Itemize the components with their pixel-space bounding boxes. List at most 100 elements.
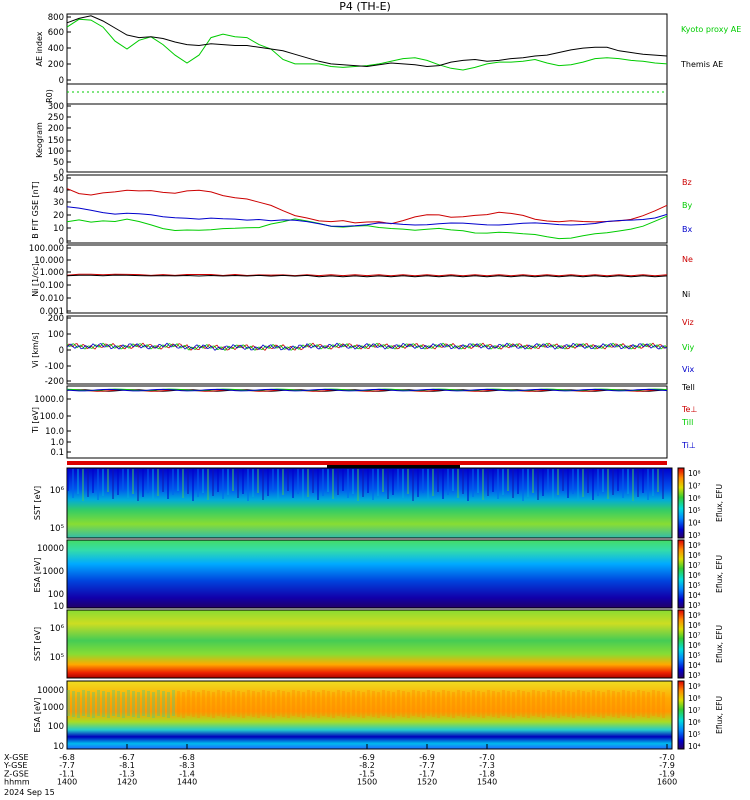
legend-kyoto-ae: Kyoto proxy AE <box>681 25 741 34</box>
spectrogram-streak <box>147 469 149 493</box>
density-series-line <box>66 274 668 278</box>
spectrogram-streak <box>382 469 384 492</box>
panel-keogram-frame <box>66 103 668 173</box>
spectrogram-y-tick: 1000 <box>42 567 64 577</box>
colorbar-tick: 10⁴ <box>688 661 701 670</box>
spectrogram-streak <box>87 469 89 497</box>
spectrogram-streak <box>462 691 465 717</box>
spectrogram-y-tick: 10 <box>53 742 64 752</box>
spectrogram-streak <box>332 469 334 499</box>
x-row-value: -6.7 <box>119 753 135 762</box>
x-row-label: hhmm <box>4 778 30 787</box>
spectrogram-streak <box>132 691 135 717</box>
spectrogram-streak <box>412 690 415 716</box>
x-row-value: 1400 <box>57 778 77 787</box>
legend-temperature: Till <box>681 418 693 427</box>
spectrogram-streak <box>177 691 180 717</box>
colorbar-tick: 10⁵ <box>688 730 701 739</box>
y-tick-label: 30 <box>53 198 64 208</box>
spectrogram-streak <box>217 690 220 716</box>
spectrogram-streak <box>232 469 234 491</box>
spectrogram-streak <box>507 691 510 717</box>
spectrogram-streak <box>497 469 499 499</box>
x-row-value: -1.7 <box>419 769 435 778</box>
legend-density: Ne <box>682 255 693 264</box>
legend-themis-ae: Themis AE <box>680 60 723 69</box>
colorbar-tick: 10⁸ <box>688 694 701 703</box>
page-title: P4 (TH-E) <box>339 0 391 13</box>
y-tick-label: 200 <box>48 314 64 324</box>
spectrogram-streak <box>312 691 315 717</box>
spectrogram-y-tick: 100 <box>48 722 64 732</box>
spectrogram-streak <box>287 469 289 491</box>
spectrogram-streak <box>657 691 660 717</box>
spectrogram-y-tick: 10⁵ <box>50 653 64 663</box>
y-tick-label: 0.100 <box>40 281 64 291</box>
spectrogram-streak <box>547 690 550 716</box>
spectrogram-streak <box>187 469 189 494</box>
x-row-value: -6.9 <box>419 753 435 762</box>
spectrogram-streak <box>367 469 369 493</box>
colorbar-tick: 10⁵ <box>688 581 701 590</box>
temperature-series-line <box>66 388 668 392</box>
spectrogram-streak <box>487 469 489 496</box>
spectrogram-streak <box>642 469 644 493</box>
spectrogram-streak <box>232 690 235 716</box>
spectrogram-streak <box>467 469 469 501</box>
spectrogram-streak <box>207 691 210 717</box>
spectrogram-streak <box>632 469 634 501</box>
spectrogram-streak <box>592 690 595 716</box>
colorbar-title: Eflux, EFU <box>715 484 724 522</box>
legend-temperature: Tell <box>681 383 695 392</box>
spectrogram-streak <box>362 692 365 718</box>
spectrogram-streak <box>652 690 655 716</box>
spectrogram-streak <box>577 690 580 716</box>
legend-b-component: Bz <box>682 178 692 187</box>
spectrogram-streak <box>527 692 530 718</box>
spectrogram-streak <box>512 692 515 718</box>
legend-b-component: Bx <box>682 225 692 234</box>
x-row-value: 1500 <box>357 778 377 787</box>
x-row-value: -1.4 <box>179 769 195 778</box>
spectrogram-streak <box>117 469 119 495</box>
spectrogram-y-tick: 10⁶ <box>50 486 65 496</box>
spectrogram-streak <box>222 469 224 499</box>
panel-velocity-frame <box>66 315 668 385</box>
spectrogram-streak <box>342 469 344 491</box>
colorbar-tick: 10⁴ <box>688 742 701 751</box>
y-tick-label: 10.0 <box>45 427 64 437</box>
spectrogram-streak <box>237 469 239 498</box>
spectrogram-streak <box>397 690 400 716</box>
spectrogram-streak <box>557 692 560 718</box>
y-tick-label: 150 <box>48 136 64 146</box>
spectrogram-streak <box>487 690 490 716</box>
colorbar-title: Eflux, EFU <box>715 625 724 663</box>
spectrogram-streak <box>102 691 105 717</box>
spectrogram-streak <box>477 691 480 717</box>
legend-velocity: Viy <box>682 343 695 352</box>
spectrogram-streak <box>657 469 659 492</box>
spectrogram-streak <box>97 690 100 716</box>
spectrogram-streak <box>377 692 380 718</box>
spectrogram-streak <box>507 469 509 491</box>
spectrogram-streak <box>212 469 214 496</box>
spectrogram-streak <box>437 469 439 492</box>
spectrogram-streak <box>152 692 155 718</box>
colorbar-tick: 10⁸ <box>688 551 701 560</box>
spectrogram-streak <box>532 690 535 716</box>
spectrogram-streak <box>642 691 645 717</box>
spectrogram-streak <box>452 692 455 718</box>
colorbar-tick: 10³ <box>688 601 701 610</box>
spectrogram-streak <box>602 692 605 718</box>
x-row-value: -8.2 <box>359 761 375 770</box>
spectrogram-streak <box>272 469 274 492</box>
spectrogram-streak <box>422 692 425 718</box>
spectrogram-streak <box>167 469 169 499</box>
spectrogram-streak <box>597 469 599 496</box>
bfield-series-line <box>66 188 668 225</box>
y-axis-title: ESA [eV] <box>33 698 42 733</box>
x-row-value: -7.7 <box>59 761 75 770</box>
spectrogram-streak <box>402 469 404 498</box>
spectrogram-streak <box>197 692 200 718</box>
